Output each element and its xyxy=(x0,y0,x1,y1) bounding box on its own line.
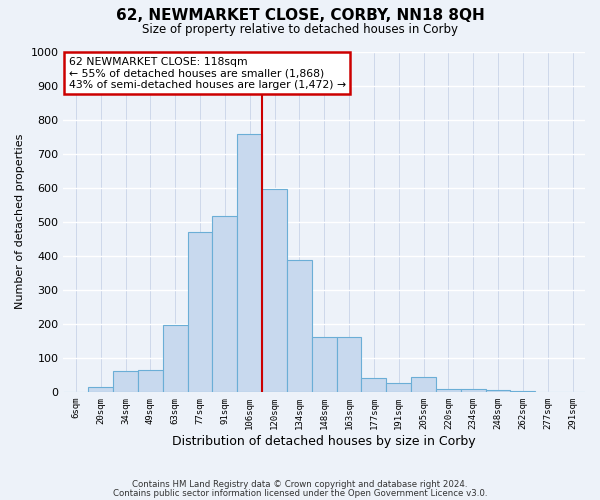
Bar xyxy=(163,326,188,392)
Bar xyxy=(188,232,212,392)
Text: Contains public sector information licensed under the Open Government Licence v3: Contains public sector information licen… xyxy=(113,489,487,498)
Bar xyxy=(436,389,461,392)
Text: Size of property relative to detached houses in Corby: Size of property relative to detached ho… xyxy=(142,22,458,36)
Bar xyxy=(262,188,287,392)
Bar xyxy=(287,260,312,392)
Bar xyxy=(386,384,411,392)
Bar xyxy=(88,388,113,392)
Bar xyxy=(485,390,511,392)
Text: Contains HM Land Registry data © Crown copyright and database right 2024.: Contains HM Land Registry data © Crown c… xyxy=(132,480,468,489)
Bar xyxy=(361,378,386,392)
Text: 62, NEWMARKET CLOSE, CORBY, NN18 8QH: 62, NEWMARKET CLOSE, CORBY, NN18 8QH xyxy=(116,8,484,22)
Text: 62 NEWMARKET CLOSE: 118sqm
← 55% of detached houses are smaller (1,868)
43% of s: 62 NEWMARKET CLOSE: 118sqm ← 55% of deta… xyxy=(68,56,346,90)
Y-axis label: Number of detached properties: Number of detached properties xyxy=(15,134,25,310)
Bar xyxy=(113,370,138,392)
Bar xyxy=(411,376,436,392)
Bar xyxy=(212,216,237,392)
Bar xyxy=(312,338,337,392)
Bar xyxy=(138,370,163,392)
Bar xyxy=(461,390,485,392)
Bar xyxy=(237,134,262,392)
X-axis label: Distribution of detached houses by size in Corby: Distribution of detached houses by size … xyxy=(172,434,476,448)
Bar xyxy=(337,338,361,392)
